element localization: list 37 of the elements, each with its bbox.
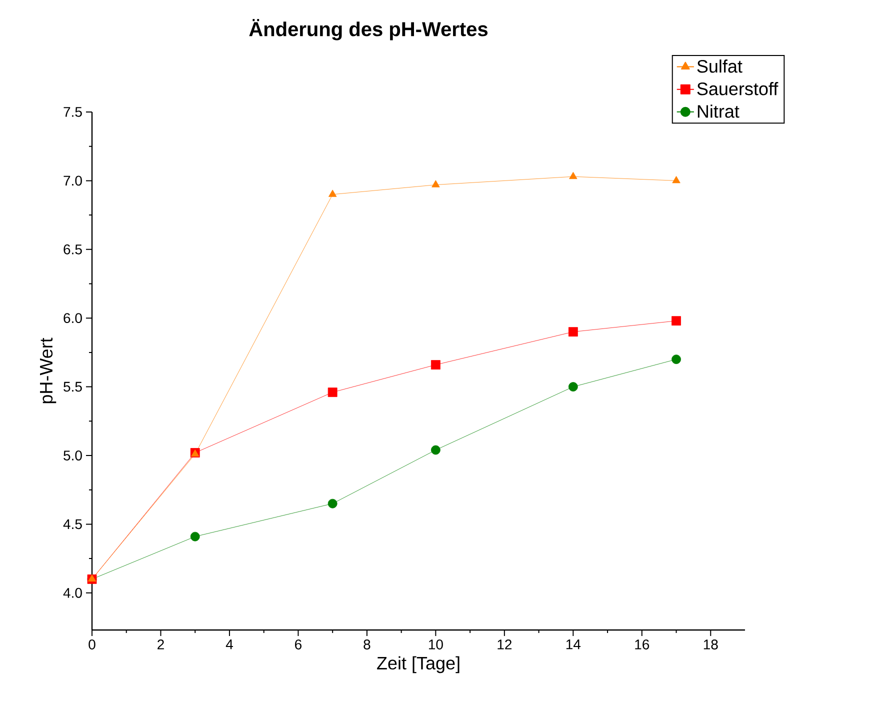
x-tick-label: 8 [364, 640, 370, 650]
y-axis-title: pH-Wert [40, 338, 56, 404]
x-tick-label: 16 [635, 640, 650, 650]
point [672, 354, 681, 364]
point [328, 388, 338, 397]
x-tick-label: 10 [428, 640, 443, 650]
x-tick-label: 2 [158, 640, 164, 650]
x-tick-label: 6 [295, 640, 302, 650]
point [430, 445, 440, 455]
point [432, 180, 440, 188]
y-tick-label: 6.0 [64, 313, 82, 324]
legend-label: Nitrat [698, 104, 740, 118]
legend-label: Sulfat [697, 60, 742, 73]
legend-label: Sauerstoff [697, 82, 778, 96]
y-tick-label: 5.5 [64, 382, 82, 392]
point [328, 190, 337, 197]
point [569, 172, 578, 180]
x-tick-label: 0 [88, 640, 96, 650]
x-tick-label: 18 [704, 640, 718, 650]
point [190, 532, 200, 542]
point [568, 327, 578, 337]
x-tick-label: 4 [226, 640, 233, 650]
point [328, 498, 338, 508]
point [672, 316, 681, 326]
x-tick-label: 14 [566, 640, 581, 650]
y-tick-label: 7.0 [64, 176, 82, 186]
x-tick-label: 12 [498, 640, 512, 650]
x-axis-title: Zeit [Tage] [377, 656, 460, 674]
chart-title: Änderung des pH-Wertes [249, 18, 488, 40]
point [568, 382, 578, 392]
y-tick-label: 4.0 [63, 588, 82, 598]
y-tick-label: 5.0 [64, 450, 82, 460]
point [430, 360, 440, 370]
y-tick-label: 6.5 [64, 244, 82, 254]
y-tick-label: 4.5 [63, 519, 82, 530]
y-tick-label: 7.5 [64, 107, 82, 117]
point [672, 176, 680, 184]
